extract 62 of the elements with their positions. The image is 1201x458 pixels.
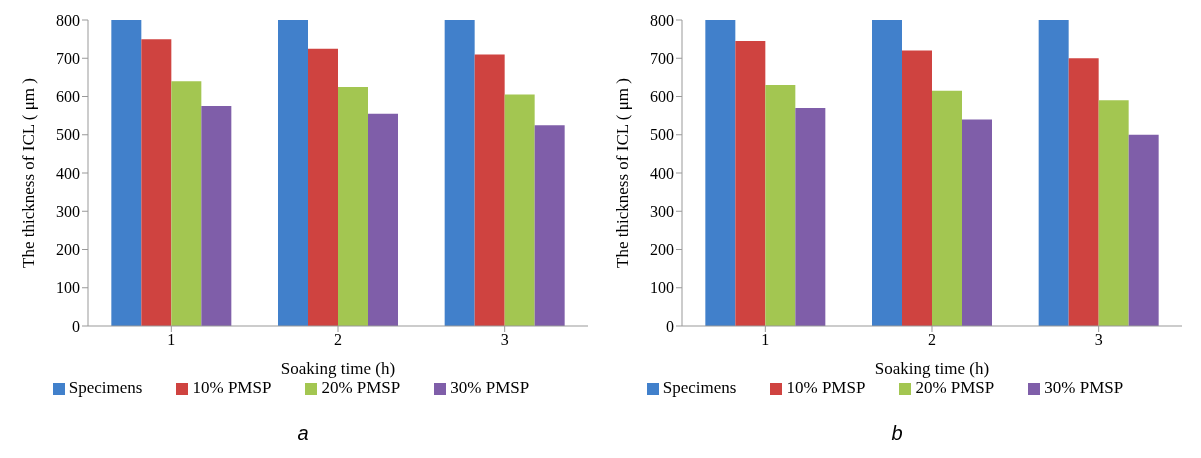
bar — [368, 113, 398, 326]
bar — [444, 20, 475, 326]
legend-label: Specimens — [68, 378, 143, 397]
legend-label: 20% PMSP — [915, 378, 995, 397]
y-tick-label: 800 — [56, 11, 80, 29]
y-tick-label: 100 — [56, 279, 80, 297]
bar — [902, 50, 932, 326]
y-tick-label: 300 — [56, 202, 80, 220]
y-tick-label: 800 — [650, 11, 674, 29]
legend-label: 10% PMSP — [192, 378, 272, 397]
bar — [1098, 100, 1129, 326]
text: a — [296, 422, 310, 445]
bar — [338, 86, 368, 326]
legend-label: 10% PMSP — [786, 378, 866, 397]
bar — [962, 119, 992, 326]
bar — [795, 107, 826, 326]
x-tick-label: 2 — [928, 331, 936, 349]
y-tick-label: 500 — [650, 126, 674, 144]
x-tick-label: 2 — [334, 331, 342, 349]
bar — [141, 39, 172, 326]
bar — [111, 20, 142, 326]
x-tick-label: 3 — [1094, 331, 1103, 349]
legend-label: 20% PMSP — [321, 378, 401, 397]
y-tick-label: 600 — [650, 88, 674, 106]
y-axis-title: The thickness of ICL ( μm ) — [19, 78, 39, 268]
bar — [278, 20, 308, 326]
x-axis-title: Soaking time (h) — [280, 359, 396, 378]
legend-label: 30% PMSP — [1044, 378, 1124, 397]
y-tick-label: 200 — [650, 241, 674, 259]
bar — [705, 20, 736, 326]
y-tick-label: 600 — [56, 88, 80, 106]
y-tick-label: 100 — [650, 279, 674, 297]
bar — [1128, 134, 1159, 326]
y-tick-label: 0 — [666, 317, 674, 335]
bar — [1038, 20, 1069, 326]
y-tick-label: 200 — [56, 241, 80, 259]
y-tick-label: 400 — [650, 164, 674, 182]
x-tick-label: 1 — [167, 331, 176, 349]
y-tick-label: 0 — [72, 317, 80, 335]
bar — [1068, 58, 1099, 326]
y-axis-title: The thickness of ICL ( μm ) — [613, 78, 633, 268]
y-tick-label: 700 — [650, 49, 674, 67]
bar — [872, 20, 902, 326]
bar — [474, 54, 505, 326]
bar — [765, 85, 796, 326]
x-tick-label: 1 — [761, 331, 770, 349]
y-tick-label: 700 — [56, 49, 80, 67]
bar — [201, 106, 232, 326]
bar — [932, 90, 962, 326]
bar — [504, 94, 535, 326]
y-tick-label: 400 — [56, 164, 80, 182]
x-tick-label: 3 — [500, 331, 509, 349]
bar — [171, 81, 202, 326]
y-tick-label: 500 — [56, 126, 80, 144]
bar — [735, 41, 766, 326]
bar — [534, 125, 565, 326]
legend-label: Specimens — [662, 378, 737, 397]
y-tick-label: 300 — [650, 202, 674, 220]
text: b — [890, 422, 904, 445]
legend-label: 30% PMSP — [450, 378, 530, 397]
bar — [308, 48, 338, 326]
x-axis-title: Soaking time (h) — [874, 359, 990, 378]
